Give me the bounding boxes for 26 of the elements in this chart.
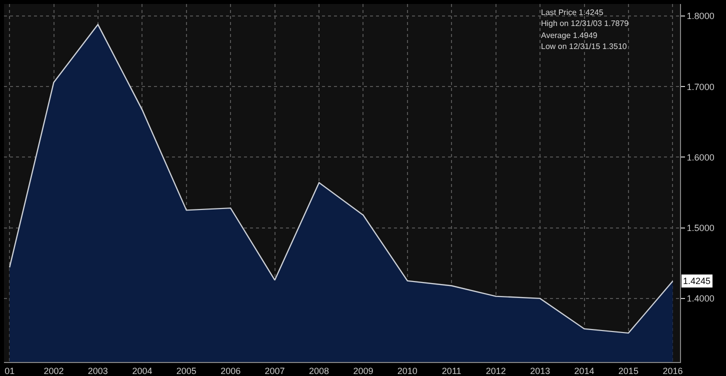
x-tick-label: 2007 — [264, 366, 285, 376]
annotation: Average 1.4949 — [541, 31, 598, 40]
annotation: 1.4245 — [683, 276, 711, 286]
x-tick-label: 2006 — [220, 366, 241, 376]
x-tick-label: 2004 — [132, 366, 152, 376]
x-tick-label: 2015 — [618, 366, 638, 376]
y-tick-label: 1.4000 — [686, 294, 714, 304]
annotation: High on 12/31/03 1.7879 — [541, 19, 630, 28]
y-tick-label: 1.8000 — [686, 11, 714, 22]
x-tick-label: 01 — [4, 366, 15, 376]
x-tick-label: 2008 — [309, 366, 330, 376]
x-tick-label: 2016 — [662, 366, 683, 376]
y-tick-label: 1.5000 — [686, 222, 714, 233]
x-tick-label: 2012 — [486, 366, 506, 376]
x-tick-label: 2013 — [530, 366, 550, 376]
x-tick-label: 2005 — [176, 366, 196, 376]
x-tick-label: 2003 — [88, 366, 108, 376]
x-tick-label: 2002 — [44, 366, 64, 376]
x-tick-label: 2011 — [442, 366, 462, 376]
y-tick-label: 1.6000 — [686, 152, 714, 162]
x-tick-label: 2009 — [353, 366, 374, 376]
x-tick-label: 2010 — [397, 366, 418, 376]
annotation: Last Price 1.4245 — [541, 8, 604, 17]
annotation: Low on 12/31/15 1.3510 — [541, 42, 628, 51]
x-tick-label: 2014 — [574, 366, 594, 376]
y-tick-label: 1.7000 — [686, 82, 714, 92]
